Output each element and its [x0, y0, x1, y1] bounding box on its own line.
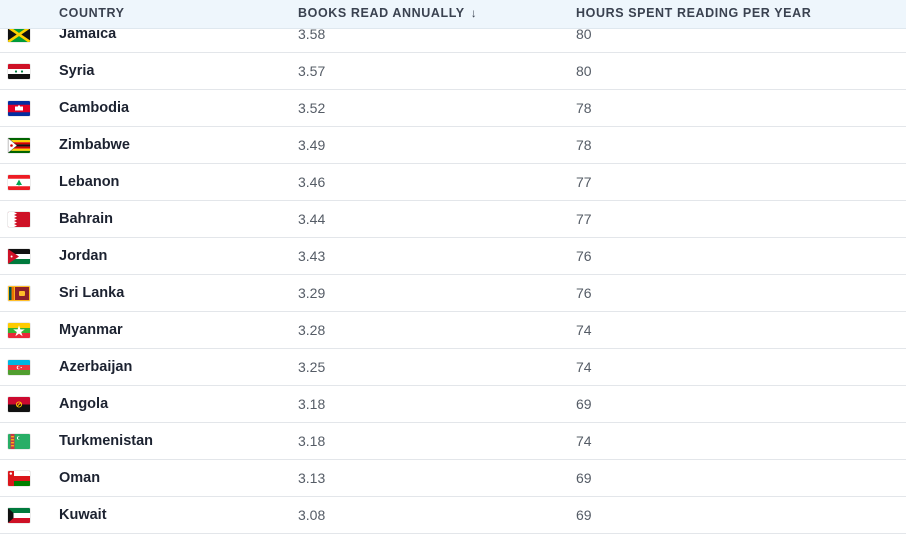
table-row: Zimbabwe 3.49 78 [0, 127, 906, 164]
table-row: Turkmenistan 3.18 74 [0, 423, 906, 460]
books-value: 3.28 [298, 322, 326, 338]
books-value: 3.13 [298, 470, 326, 486]
books-value: 3.58 [298, 26, 326, 42]
books-value: 3.43 [298, 248, 326, 264]
column-header-hours[interactable]: HOURS SPENT READING PER YEAR [576, 6, 812, 20]
bahrain-flag-icon [8, 212, 30, 227]
cambodia-flag-icon [8, 101, 30, 116]
country-name: Bahrain [59, 211, 113, 227]
books-value: 3.08 [298, 507, 326, 523]
table-header: COUNTRY BOOKS READ ANNUALLY ↓ HOURS SPENT… [0, 0, 906, 29]
column-header-books-label: BOOKS READ ANNUALLY [298, 6, 465, 20]
hours-value: 76 [576, 248, 592, 264]
country-name: Azerbaijan [59, 359, 133, 375]
column-header-country[interactable]: COUNTRY [59, 6, 125, 20]
hours-value: 77 [576, 174, 592, 190]
country-name: Kuwait [59, 507, 107, 523]
hours-value: 80 [576, 63, 592, 79]
table-row: Jordan 3.43 76 [0, 238, 906, 275]
jordan-flag-icon [8, 249, 30, 264]
hours-value: 69 [576, 396, 592, 412]
myanmar-flag-icon [8, 323, 30, 338]
books-value: 3.46 [298, 174, 326, 190]
hours-value: 69 [576, 470, 592, 486]
country-name: Syria [59, 63, 95, 79]
hours-value: 74 [576, 359, 592, 375]
country-name: Myanmar [59, 322, 123, 338]
table-row: Azerbaijan 3.25 74 [0, 349, 906, 386]
country-name: Angola [59, 396, 109, 412]
country-name: Sri Lanka [59, 285, 125, 301]
books-value: 3.44 [298, 211, 326, 227]
country-name: Jamaica [59, 26, 117, 42]
country-name: Cambodia [59, 100, 130, 116]
table-row: Lebanon 3.46 77 [0, 164, 906, 201]
country-name: Lebanon [59, 174, 120, 190]
oman-flag-icon [8, 471, 30, 486]
table-row: Jamaica 3.58 80 [0, 16, 906, 53]
hours-value: 74 [576, 322, 592, 338]
table-row: Cambodia 3.52 78 [0, 90, 906, 127]
country-name: Jordan [59, 248, 108, 264]
table-row: Myanmar 3.28 74 [0, 312, 906, 349]
hours-value: 80 [576, 26, 592, 42]
sort-descending-icon[interactable]: ↓ [470, 6, 478, 20]
books-value: 3.49 [298, 137, 326, 153]
country-name: Turkmenistan [59, 433, 154, 449]
books-value: 3.25 [298, 359, 326, 375]
country-name: Zimbabwe [59, 137, 130, 153]
column-header-books[interactable]: BOOKS READ ANNUALLY ↓ [298, 6, 477, 20]
kuwait-flag-icon [8, 508, 30, 523]
table-body: Jamaica 3.58 80 Syria 3.57 80 [0, 16, 906, 534]
country-name: Oman [59, 470, 101, 486]
hours-value: 77 [576, 211, 592, 227]
angola-flag-icon [8, 397, 30, 412]
books-value: 3.52 [298, 100, 326, 116]
hours-value: 78 [576, 100, 592, 116]
hours-value: 78 [576, 137, 592, 153]
table-row: Oman 3.13 69 [0, 460, 906, 497]
books-value: 3.57 [298, 63, 326, 79]
table-bottom-edge [0, 539, 906, 546]
books-value: 3.29 [298, 285, 326, 301]
jamaica-flag-icon [8, 27, 30, 42]
table-row: Sri Lanka 3.29 76 [0, 275, 906, 312]
hours-value: 74 [576, 433, 592, 449]
hours-value: 69 [576, 507, 592, 523]
table-row: Kuwait 3.08 69 [0, 497, 906, 534]
azerbaijan-flag-icon [8, 360, 30, 375]
hours-value: 76 [576, 285, 592, 301]
table-row: Angola 3.18 69 [0, 386, 906, 423]
lebanon-flag-icon [8, 175, 30, 190]
books-value: 3.18 [298, 433, 326, 449]
turkmenistan-flag-icon [8, 434, 30, 449]
table-row: Bahrain 3.44 77 [0, 201, 906, 238]
sri-lanka-flag-icon [8, 286, 30, 301]
table-row: Syria 3.57 80 [0, 53, 906, 90]
books-value: 3.18 [298, 396, 326, 412]
syria-flag-icon [8, 64, 30, 79]
zimbabwe-flag-icon [8, 138, 30, 153]
